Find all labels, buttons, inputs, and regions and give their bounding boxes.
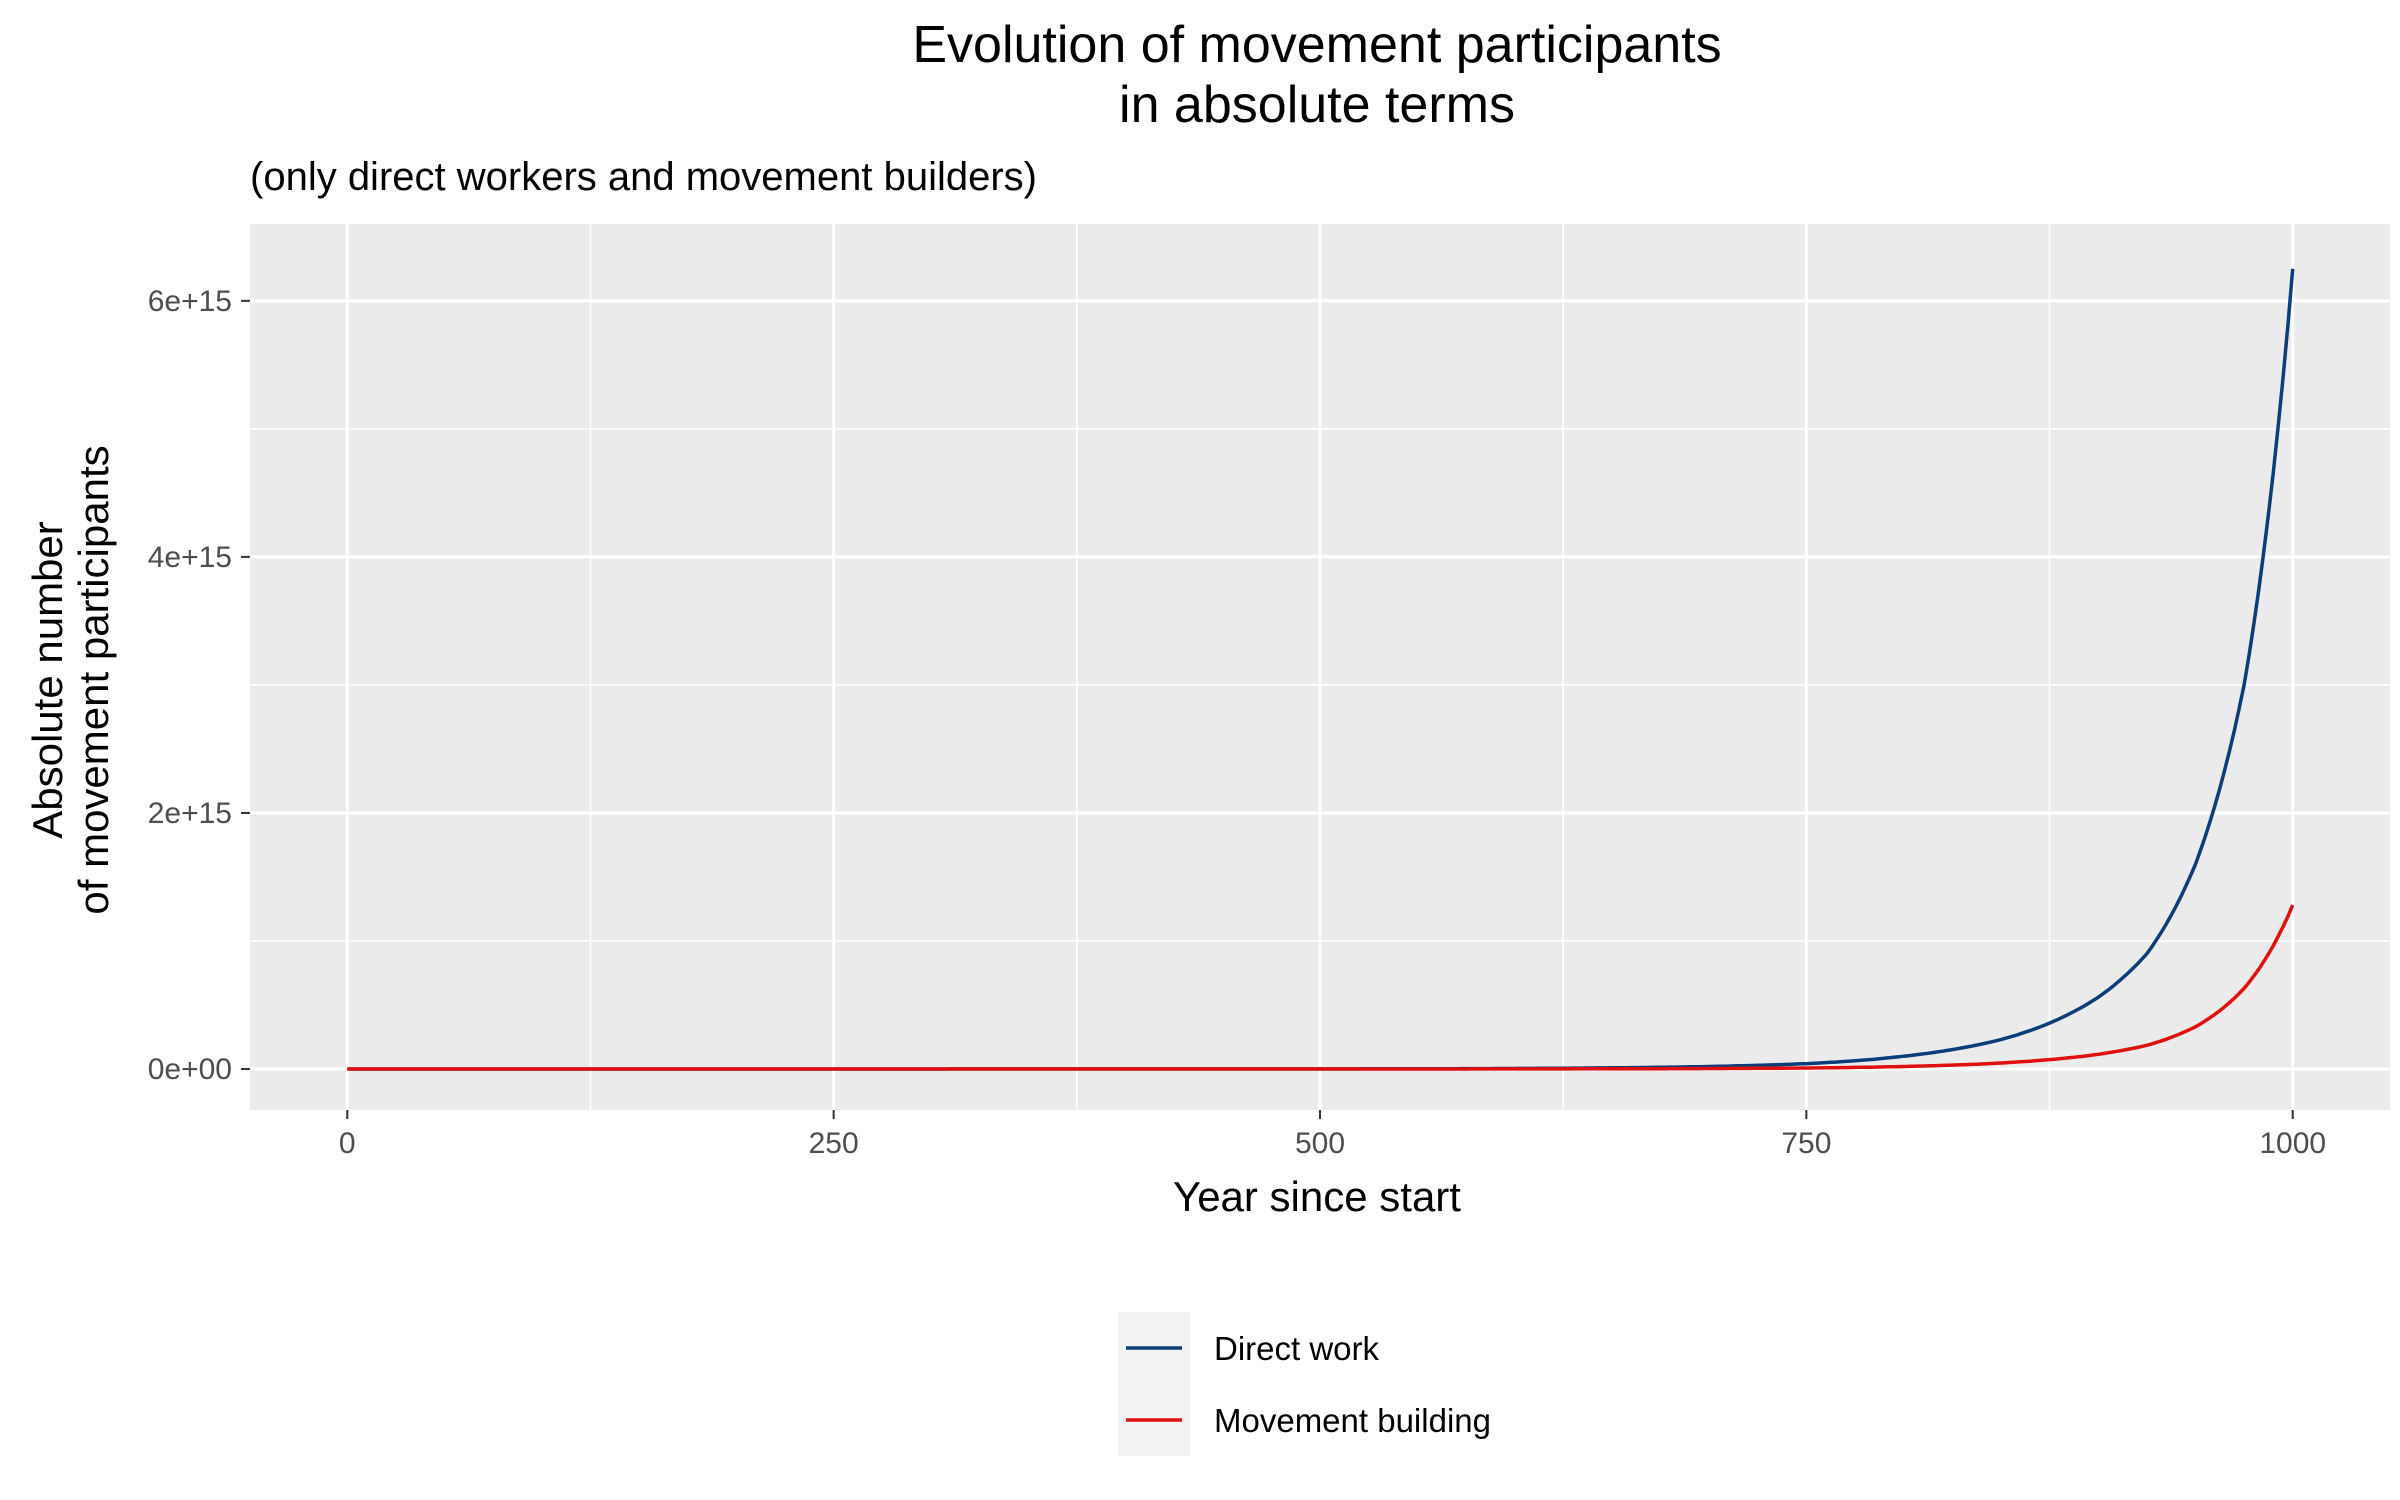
x-tick-label: 250	[809, 1127, 859, 1160]
legend-label-direct-work: Direct work	[1214, 1330, 1380, 1367]
y-tick-label: 6e+15	[148, 285, 232, 318]
y-tick-label: 2e+15	[148, 797, 232, 830]
x-tick-label: 500	[1295, 1127, 1345, 1160]
legend-label-movement-building: Movement building	[1214, 1402, 1491, 1439]
y-tick-label: 4e+15	[148, 541, 232, 574]
x-tick-label: 750	[1781, 1127, 1831, 1160]
y-tick-label: 0e+00	[148, 1053, 232, 1086]
chart-subtitle: (only direct workers and movement builde…	[250, 155, 1037, 199]
chart-title-line-1: Evolution of movement participants	[912, 16, 1721, 74]
series-lines	[347, 268, 2295, 1071]
y-axis-title-line-2: of movement participants	[70, 445, 117, 914]
x-axis-title: Year since start	[1173, 1173, 1461, 1220]
x-axis: 0 250 500 750 1000	[339, 1110, 2326, 1160]
chart-title-line-2: in absolute terms	[1119, 76, 1515, 134]
grid-major	[250, 224, 2390, 1110]
y-axis: 0e+00 2e+15 4e+15 6e+15	[148, 285, 250, 1086]
y-axis-title: Absolute number of movement participants	[24, 445, 117, 914]
legend: Direct work Movement building	[1118, 1312, 1491, 1456]
x-tick-label: 1000	[2259, 1127, 2326, 1160]
series-line-movement-building	[347, 904, 2295, 1071]
y-axis-title-line-1: Absolute number	[24, 521, 71, 839]
x-tick-label: 0	[339, 1127, 356, 1160]
